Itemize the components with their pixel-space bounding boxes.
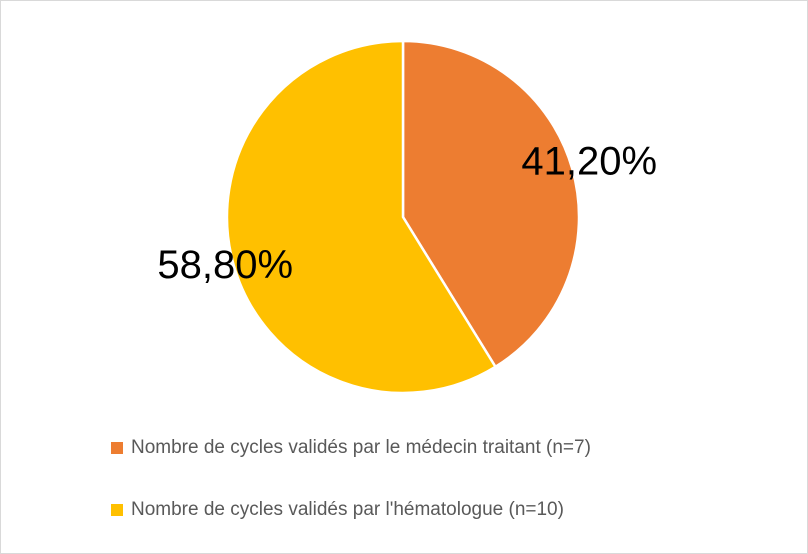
pie-slice — [401, 39, 581, 369]
pie-slice — [225, 39, 498, 395]
data-label: 58,80% — [157, 243, 293, 287]
legend-swatch — [111, 442, 123, 454]
legend-label: Nombre de cycles validés par l'hématolog… — [131, 499, 564, 520]
legend-label: Nombre de cycles validés par le médecin … — [131, 437, 591, 458]
legend-swatch — [111, 504, 123, 516]
data-label: 41,20% — [521, 140, 657, 184]
